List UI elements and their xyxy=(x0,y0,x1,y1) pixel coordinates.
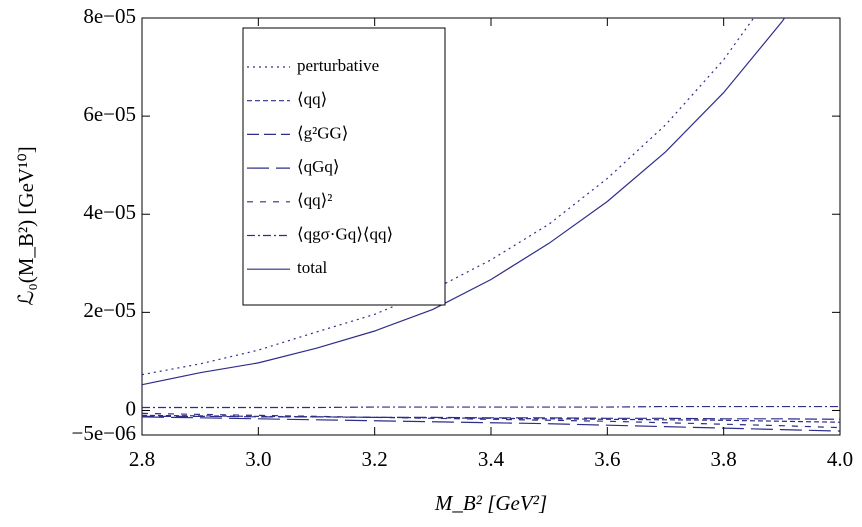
y-tick-label: 2e−05 xyxy=(83,298,136,322)
x-tick-label: 4.0 xyxy=(827,447,853,471)
x-axis-label: M_B² [GeV²] xyxy=(434,491,547,515)
legend-label: ⟨g²GG⟩ xyxy=(297,123,348,142)
legend-label: ⟨qGq⟩ xyxy=(297,157,340,176)
x-tick-label: 3.6 xyxy=(594,447,620,471)
series-line xyxy=(142,414,840,423)
x-tick-label: 3.8 xyxy=(711,447,737,471)
y-tick-label: −5e−06 xyxy=(71,421,136,445)
legend-label: ⟨qgσ·Gq⟩⟨qq⟩ xyxy=(297,224,393,243)
x-tick-label: 3.0 xyxy=(245,447,271,471)
legend-label: ⟨qq⟩² xyxy=(297,191,332,210)
series-line xyxy=(142,415,840,420)
x-tick-label: 3.4 xyxy=(478,447,505,471)
legend-label: perturbative xyxy=(297,56,379,75)
y-tick-label: 6e−05 xyxy=(83,102,136,126)
legend-box xyxy=(242,27,446,306)
x-tick-label: 3.2 xyxy=(362,447,388,471)
y-axis-label: ℒ₀(M_B²) [GeV¹⁰] xyxy=(14,146,38,306)
y-tick-label: 4e−05 xyxy=(83,200,136,224)
series-line xyxy=(142,405,840,409)
series-line xyxy=(142,18,786,386)
y-tick-label: 8e−05 xyxy=(83,4,136,28)
legend: perturbative ⟨qq⟩ ⟨g²GG⟩ ⟨qGq⟩ ⟨qq⟩² ⟨qgσ·Gq⟩… xyxy=(242,27,446,306)
y-tick-label: 0 xyxy=(126,396,137,420)
legend-label: ⟨qq⟩ xyxy=(297,90,327,109)
x-tick-label: 2.8 xyxy=(129,447,155,471)
legend-label: total xyxy=(297,258,327,277)
